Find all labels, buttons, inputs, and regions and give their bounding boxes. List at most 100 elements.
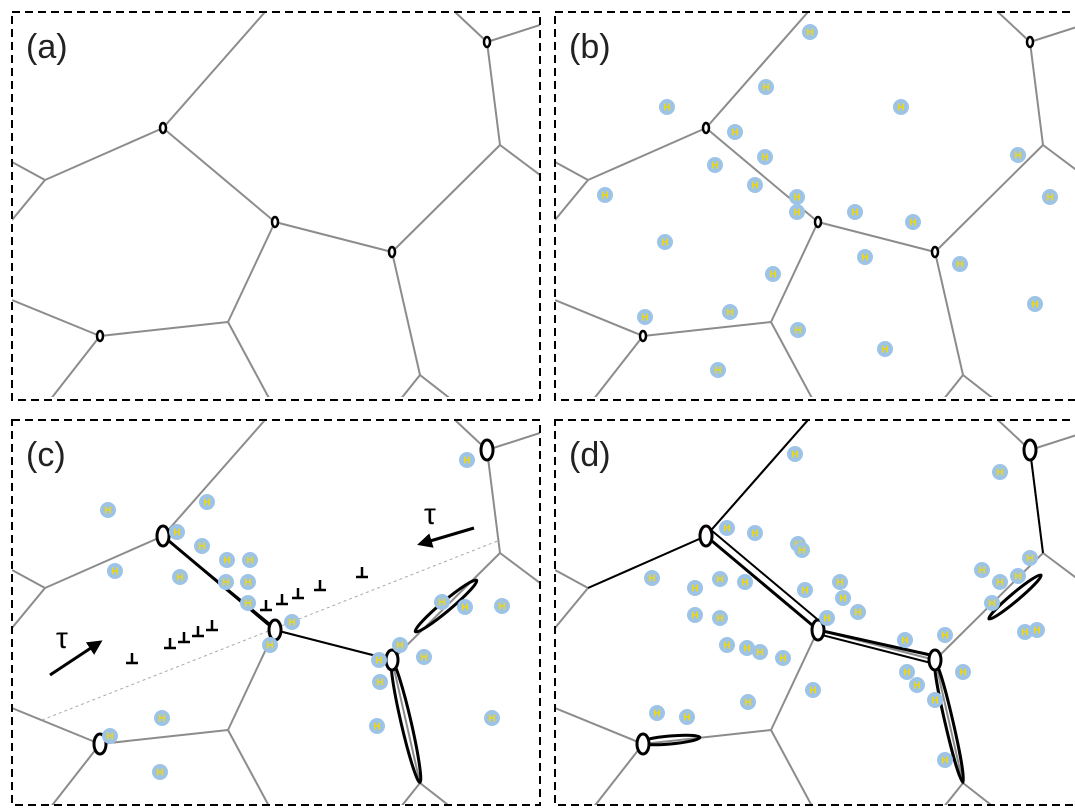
- hydrogen-label: H: [714, 366, 721, 377]
- grain-boundary: [935, 145, 1043, 252]
- grain-boundary: [555, 588, 588, 628]
- hydrogen-label: H: [851, 208, 858, 219]
- grain-boundary: [392, 145, 500, 252]
- hardened-boundary: [706, 420, 808, 536]
- grain-boundary: [555, 708, 643, 744]
- grain-boundary: [1043, 553, 1075, 583]
- hydrogen-label: H: [375, 656, 382, 667]
- grain-boundary: [487, 42, 500, 145]
- grain-boundary: [487, 25, 540, 42]
- grain-boundary: [555, 300, 643, 336]
- hydrogen-label: H: [158, 714, 165, 725]
- hydrogen-label: H: [798, 546, 805, 557]
- hydrogen-label: H: [104, 506, 111, 517]
- grain-boundary: [643, 322, 771, 336]
- hydrogen-label: H: [723, 524, 730, 535]
- hydrogen-label: H: [1031, 300, 1038, 311]
- dislocation: [314, 580, 326, 590]
- grain-boundary: [45, 128, 163, 180]
- hydrogen-label: H: [839, 594, 846, 605]
- triple-junction: [815, 217, 821, 227]
- hydrogen-label: H: [463, 456, 470, 467]
- grain-boundary: [1030, 25, 1075, 42]
- dislocation: [292, 588, 304, 598]
- hydrogen-label: H: [716, 614, 723, 625]
- panel: (a): [12, 12, 540, 400]
- triple-junction: [929, 650, 941, 670]
- hydrogen-label: H: [854, 608, 861, 619]
- dislocation: [276, 594, 288, 604]
- hydrogen-label: H: [711, 161, 718, 172]
- grain-boundary: [420, 375, 452, 400]
- hydrogen-label: H: [791, 450, 798, 461]
- grain-boundary: [1030, 42, 1043, 145]
- hydrogen-label: H: [641, 313, 648, 324]
- hydrogen-label: H: [931, 696, 938, 707]
- hydrogen-label: H: [959, 668, 966, 679]
- panel-content: [12, 12, 540, 400]
- grain-boundary: [45, 536, 163, 588]
- dislocation: [260, 600, 272, 610]
- grain-boundary: [500, 553, 540, 583]
- dislocation: [192, 626, 204, 636]
- hydrogen-label: H: [809, 686, 816, 697]
- grain-boundary: [593, 744, 643, 808]
- grain-boundary: [706, 12, 808, 128]
- hydrogen-label: H: [1014, 151, 1021, 162]
- hydrogen-label: H: [156, 768, 163, 779]
- grain-boundary: [228, 322, 270, 400]
- grain-boundary: [555, 162, 588, 180]
- hydrogen-label: H: [743, 644, 750, 655]
- grain-boundary: [12, 570, 45, 588]
- hydrogen-label: H: [723, 641, 730, 652]
- hydrogen-label: H: [420, 653, 427, 664]
- stress-label: τ: [56, 622, 68, 655]
- hydrogen-label: H: [861, 253, 868, 264]
- hydrogen-label: H: [661, 238, 668, 249]
- hydrogen-label: H: [769, 270, 776, 281]
- grain-boundary: [12, 180, 45, 220]
- grain-boundary: [100, 322, 228, 336]
- grain-boundary: [392, 660, 420, 783]
- grain-boundary: [998, 12, 1030, 42]
- hydrogen-label: H: [244, 599, 251, 610]
- hydrogen-label: H: [941, 631, 948, 642]
- triple-junction: [389, 247, 395, 257]
- dislocation: [164, 638, 176, 648]
- dislocation: [178, 632, 190, 642]
- hydrogen-label: H: [601, 191, 608, 202]
- hydrogen-label: H: [913, 681, 920, 692]
- triple-junction: [269, 620, 281, 640]
- hydrogen-label: H: [438, 598, 445, 609]
- hydrogen-label: H: [823, 614, 830, 625]
- hydrogen-label: H: [903, 668, 910, 679]
- panel: ττHHHHHHHHHHHHHHHHHHHHHHHHHH(c): [12, 420, 540, 808]
- hydrogen-label: H: [741, 578, 748, 589]
- hydrogen-label: H: [744, 698, 751, 709]
- hardened-boundary: [818, 634, 935, 664]
- hardened-boundary: [818, 630, 935, 656]
- grain-boundary: [771, 730, 813, 808]
- triple-junction: [1024, 440, 1036, 460]
- triple-junction: [97, 331, 103, 341]
- hydrogen-label: H: [731, 128, 738, 139]
- grain-boundary: [12, 300, 100, 336]
- hydrogen-label: H: [996, 578, 1003, 589]
- grain-boundary: [943, 375, 963, 400]
- hydrogen-label: H: [897, 103, 904, 114]
- triple-junction: [386, 650, 398, 670]
- grain-boundary: [100, 730, 228, 744]
- panel-border: [12, 12, 540, 400]
- panel-content: HHHHHHHHHHHHHHHHHHHHHHHHH: [555, 12, 1075, 400]
- triple-junction: [640, 331, 646, 341]
- hydrogen-label: H: [941, 756, 948, 767]
- triple-junction: [157, 526, 169, 546]
- grain-boundary: [50, 336, 100, 400]
- grain-boundary: [455, 12, 487, 42]
- hydrogen-label: H: [1014, 572, 1021, 583]
- grain-boundary: [12, 588, 45, 628]
- hydrogen-label: H: [173, 528, 180, 539]
- hydrogen-label: H: [246, 556, 253, 567]
- grain-boundary: [487, 450, 500, 553]
